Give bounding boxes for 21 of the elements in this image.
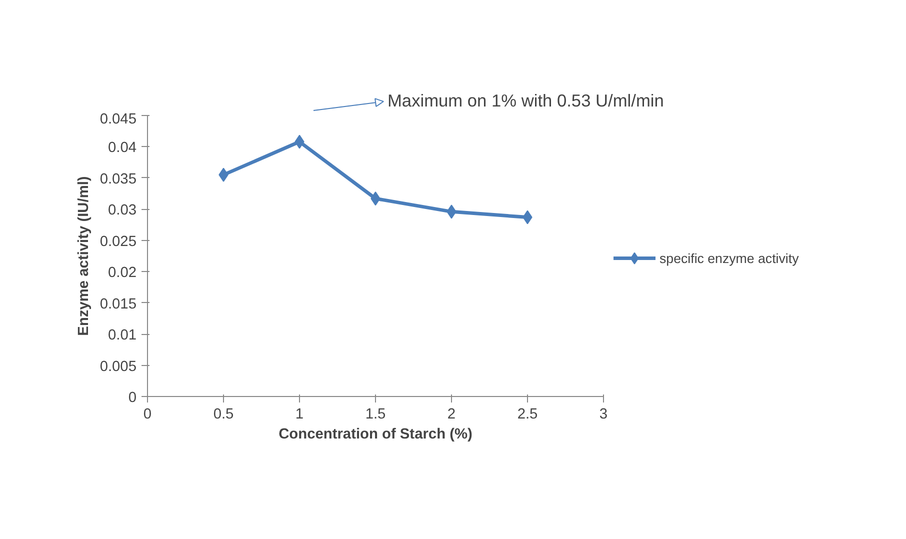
x-tick-label: 2 xyxy=(447,406,456,422)
y-tick-label: 0.02 xyxy=(108,265,137,282)
x-tick-label: 1 xyxy=(295,406,304,422)
y-tick-label: 0.005 xyxy=(100,358,137,375)
y-axis-title: Enzyme activity (IU/ml) xyxy=(76,176,92,336)
x-tick-label: 2.5 xyxy=(517,406,538,422)
y-tick-label: 0.015 xyxy=(100,296,137,312)
x-tick-label: 1.5 xyxy=(365,406,386,422)
x-tick-label: 0.5 xyxy=(213,406,234,422)
y-tick-label: 0.03 xyxy=(108,202,137,219)
legend-label: specific enzyme activity xyxy=(660,250,800,266)
y-tick-label: 0.025 xyxy=(100,234,137,250)
x-tick-label: 0 xyxy=(143,406,152,422)
y-tick-label: 0 xyxy=(128,390,137,406)
y-tick-label: 0.01 xyxy=(108,328,137,344)
y-tick-label: 0.04 xyxy=(108,140,137,156)
x-tick-label: 3 xyxy=(599,406,608,422)
y-tick-label: 0.035 xyxy=(100,171,137,188)
y-tick-label: 0.045 xyxy=(100,112,137,128)
text: Maximum on 1% with 0.53 U/ml/min xyxy=(388,90,664,110)
x-axis-title: Concentration of Starch (%) xyxy=(278,426,473,442)
